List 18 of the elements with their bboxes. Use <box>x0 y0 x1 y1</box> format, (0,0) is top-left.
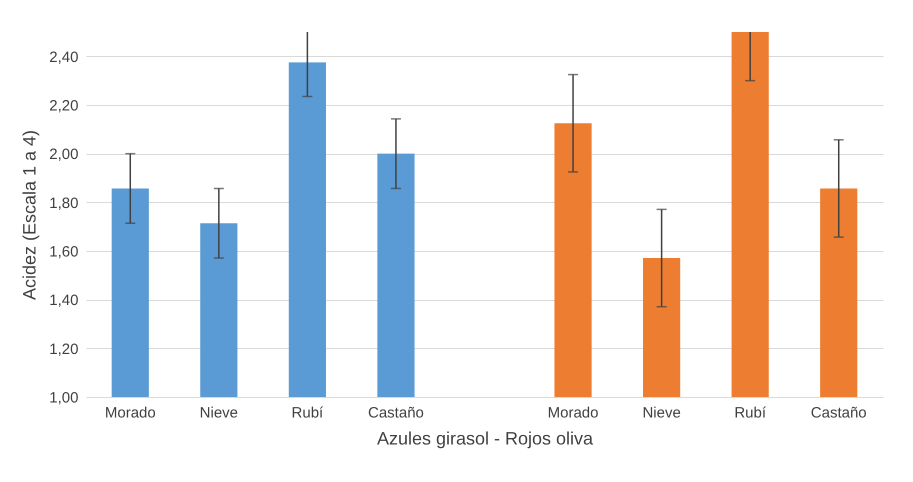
x-axis-title: Azules girasol - Rojos oliva <box>376 428 594 448</box>
y-tick-label: 2,20 <box>49 98 78 114</box>
y-axis-title: Acidez (Escala 1 a 4) <box>19 130 40 300</box>
y-tick-label: 1,00 <box>49 390 78 406</box>
x-tick-label: Nieve <box>642 404 681 422</box>
x-tick-label: Nieve <box>200 404 238 422</box>
y-tick-label: 1,20 <box>49 340 78 358</box>
y-tick-label: 2,00 <box>49 146 78 164</box>
y-tick-label: 2,40 <box>49 48 78 66</box>
x-tick-label: Rubí <box>734 404 767 422</box>
x-tick-label: Castaño <box>810 404 867 422</box>
y-tick-label: 1,40 <box>49 292 78 310</box>
x-tick-label: Rubí <box>292 404 324 422</box>
x-tick-label: Morado <box>104 404 156 422</box>
y-tick-label: 1,60 <box>49 244 78 260</box>
x-tick-label: Castaño <box>368 404 424 422</box>
x-tick-label: Morado <box>548 404 598 422</box>
y-tick-label: 1,80 <box>49 194 78 212</box>
